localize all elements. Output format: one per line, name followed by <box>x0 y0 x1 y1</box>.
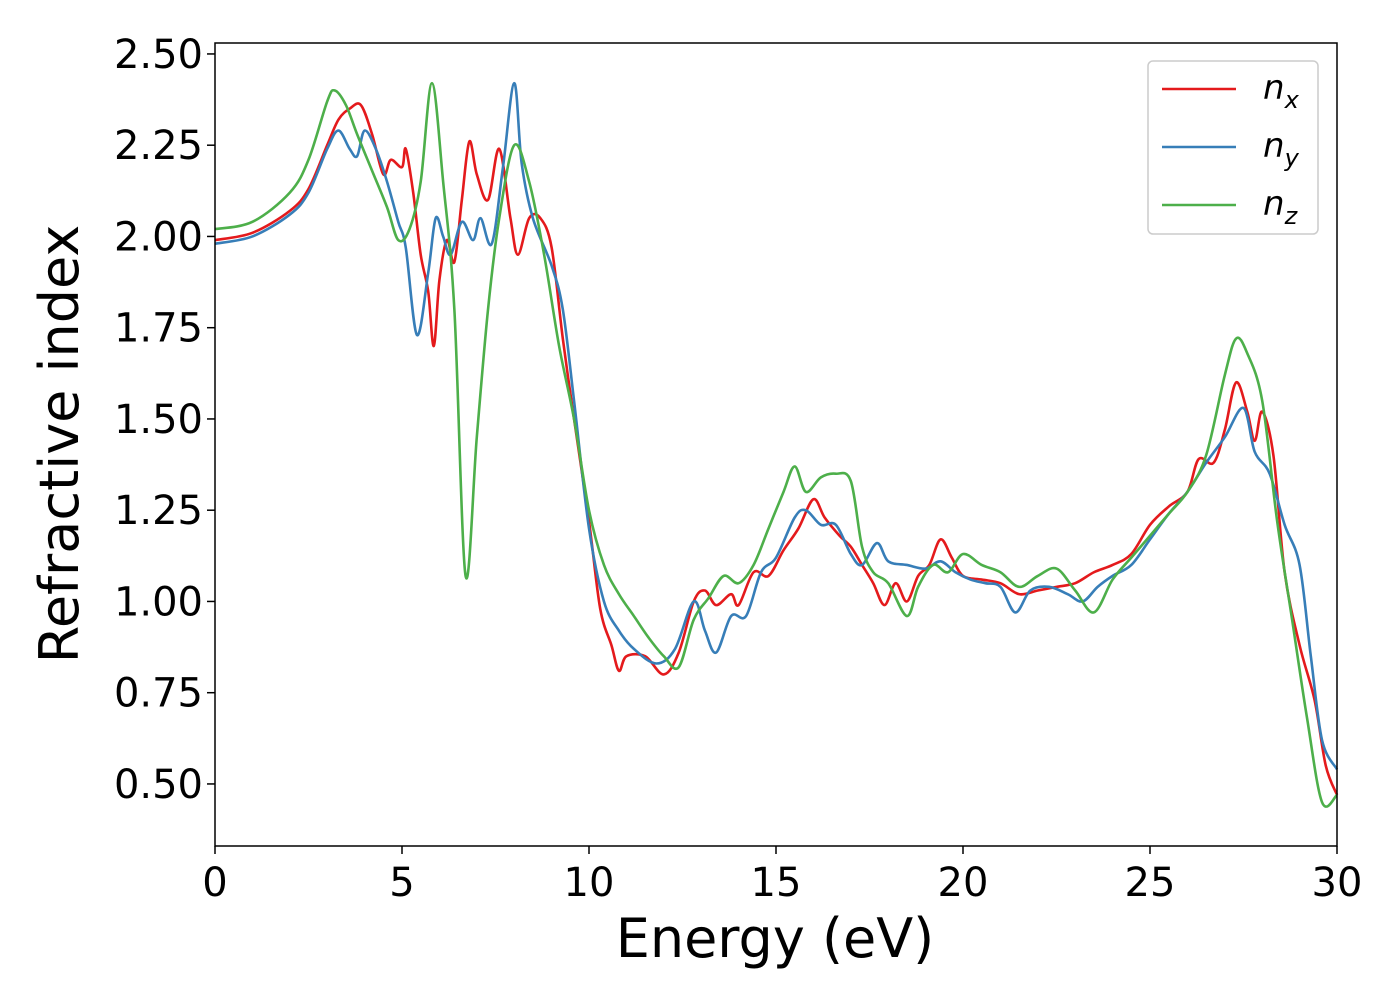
y-tick-label: 1.75 <box>114 306 203 352</box>
y-tick-label: 0.75 <box>114 671 203 717</box>
y-tick-label: 0.50 <box>114 762 203 808</box>
legend-label-subscript: y <box>1284 144 1300 172</box>
y-tick-label: 1.00 <box>114 579 203 625</box>
y-axis-label: Refractive index <box>28 225 91 664</box>
y-tick-label: 2.00 <box>114 214 203 260</box>
ticks-layer: 0 5 10 15 20 25 30 0.50 0.75 1.00 1.25 1.50 1.75 2.00… <box>114 32 1363 906</box>
y-tick-label: 2.50 <box>114 32 203 78</box>
series-line-ny <box>214 81 1339 771</box>
x-tick-label: 15 <box>751 860 802 906</box>
legend-label-subscript: z <box>1284 202 1299 230</box>
series-line-nz <box>214 81 1338 808</box>
plot-frame <box>214 42 1338 847</box>
x-tick-label: 0 <box>202 860 227 906</box>
legend-label-subscript: x <box>1284 86 1300 114</box>
y-tick-label: 1.50 <box>114 397 203 443</box>
y-tick-label: 2.25 <box>114 123 203 169</box>
x-tick-label: 10 <box>564 860 615 906</box>
x-tick-label: 30 <box>1312 860 1363 906</box>
y-tick-label: 1.25 <box>114 488 203 534</box>
legend-label-nx: nx <box>1263 68 1300 114</box>
x-axis-label: Energy (eV) <box>616 907 935 970</box>
series-layer <box>214 81 1339 808</box>
x-tick-label: 25 <box>1125 860 1176 906</box>
x-tick-label: 5 <box>389 860 414 906</box>
x-tick-label: 20 <box>938 860 989 906</box>
